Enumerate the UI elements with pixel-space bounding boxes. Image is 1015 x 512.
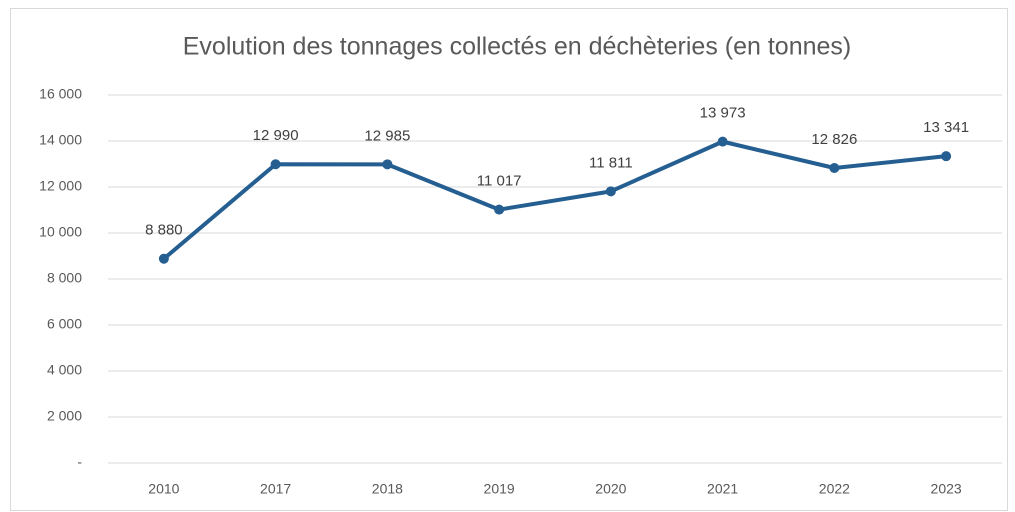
data-label: 12 826 (811, 131, 857, 148)
x-tick-label: 2020 (595, 481, 626, 497)
x-tick-label: 2010 (148, 481, 179, 497)
data-line (162, 139, 947, 261)
data-point (494, 204, 505, 215)
y-tick-label: 12 000 (39, 178, 82, 194)
data-label: 11 017 (477, 173, 522, 190)
data-point (605, 186, 616, 197)
y-tick-label: 4 000 (47, 362, 82, 378)
data-label: 12 985 (364, 127, 410, 144)
y-tick-label: - (77, 454, 82, 470)
data-label: 13 341 (923, 119, 969, 136)
x-tick-label: 2017 (260, 481, 291, 497)
data-point (270, 159, 281, 170)
data-point (158, 253, 169, 264)
y-tick-label: 10 000 (39, 224, 82, 240)
data-point (941, 151, 952, 162)
x-tick-label: 2021 (707, 481, 738, 497)
x-tick-label: 2019 (484, 481, 515, 497)
data-label: 11 811 (589, 154, 633, 171)
y-tick-label: 16 000 (39, 86, 82, 102)
x-tick-label: 2023 (931, 481, 962, 497)
y-tick-label: 6 000 (47, 316, 82, 332)
chart-border (10, 8, 1008, 511)
data-label: 12 990 (253, 127, 299, 144)
y-tick-label: 14 000 (39, 132, 82, 148)
data-label: 8 880 (145, 222, 183, 239)
data-label: 13 973 (700, 105, 746, 122)
data-point (717, 136, 728, 147)
chart-title: Evolution des tonnages collectés en déch… (183, 33, 851, 61)
data-point (829, 163, 840, 174)
y-tick-label: 8 000 (47, 270, 82, 286)
data-point (382, 159, 393, 170)
x-tick-label: 2018 (372, 481, 403, 497)
x-tick-label: 2022 (819, 481, 850, 497)
y-tick-label: 2 000 (47, 408, 82, 424)
